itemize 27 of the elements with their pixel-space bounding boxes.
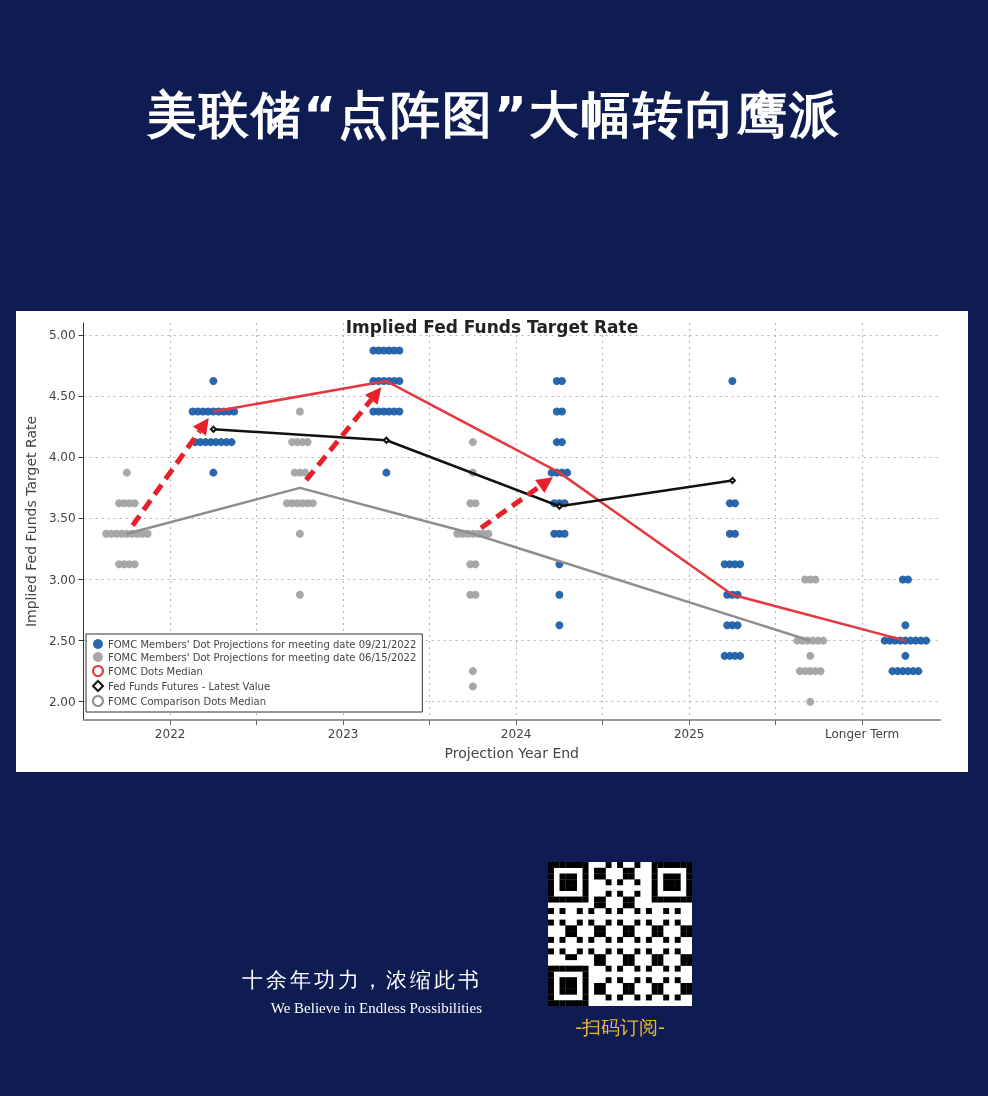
y-tick-label: 3.50: [48, 511, 76, 526]
y-tick-label: 4.50: [48, 389, 76, 404]
point: [209, 425, 217, 433]
text: We Believe in Endless Possibilities: [269, 1000, 482, 1017]
legend-label: FOMC Members' Dot Projections for meeting date 06/15/2022: [108, 651, 417, 663]
x-tick-label: Longer Term: [825, 727, 900, 741]
chart-title: 美联储“点阵图”大幅转向鹰派: [146, 85, 842, 146]
y-tick-label: 2.50: [48, 633, 76, 648]
legend-label: FOMC Members' Dot Projections for meeting date 09/21/2022: [108, 638, 417, 650]
point: [382, 436, 390, 444]
x-tick-label: 2024: [500, 727, 532, 741]
legend-label: Fed Funds Futures - Latest Value: [108, 680, 271, 692]
x-tick-label: 2022: [154, 727, 186, 741]
text: -扫码订阅-: [574, 1015, 666, 1040]
chart-subtitle: Implied Fed Funds Target Rate: [345, 316, 639, 337]
x-tick-label: 2025: [673, 727, 705, 741]
x-tick-label: 2023: [327, 727, 359, 741]
y-tick-label: 4.00: [48, 450, 76, 465]
x-axis-title: Projection Year End: [444, 745, 579, 761]
legend-label: FOMC Dots Median: [108, 665, 203, 677]
y-axis-title: Implied Fed Funds Target Rate: [23, 415, 39, 628]
y-tick-label: 5.00: [48, 328, 76, 343]
text: 十余年功力，浓缩此书: [241, 967, 482, 994]
y-tick-label: 2.00: [48, 694, 76, 709]
legend-label: FOMC Comparison Dots Median: [108, 695, 266, 707]
y-tick-label: 3.00: [48, 572, 76, 587]
point: [728, 477, 736, 485]
